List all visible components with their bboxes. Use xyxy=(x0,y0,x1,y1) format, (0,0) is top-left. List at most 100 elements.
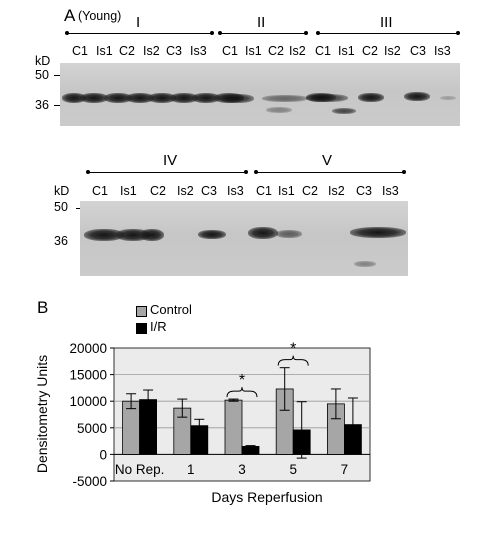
blot-band xyxy=(440,96,456,100)
group-line-ii-end xyxy=(304,31,308,35)
blot-band xyxy=(84,229,124,241)
panel-a-sublabel: (Young) xyxy=(78,9,122,23)
western-blot-row-1 xyxy=(60,63,460,126)
panel-b-label: B xyxy=(37,298,49,317)
blot-band xyxy=(354,261,376,267)
kd-label: kD xyxy=(54,184,70,198)
lane-label: C1 xyxy=(92,184,108,198)
blot-band xyxy=(248,227,278,239)
lane-label: C3 xyxy=(356,184,372,198)
significance-asterisk: * xyxy=(239,372,245,389)
blot-band xyxy=(276,230,302,238)
lane-label: Is1 xyxy=(245,44,262,58)
lane-label: C1 xyxy=(315,44,331,58)
blot-band xyxy=(220,94,254,103)
lane-label: Is1 xyxy=(120,184,137,198)
lane-label: C3 xyxy=(410,44,426,58)
lane-label: Is2 xyxy=(384,44,401,58)
group-line-ii xyxy=(220,33,306,34)
lane-label: C2 xyxy=(362,44,378,58)
lane-label: C1 xyxy=(256,184,272,198)
western-blot-row-2 xyxy=(80,201,408,276)
group-line-iii xyxy=(318,33,458,34)
blot-band xyxy=(350,227,406,238)
blot-band xyxy=(170,93,198,103)
group-line-v-end xyxy=(402,170,406,174)
group-line-iii-end xyxy=(456,31,460,35)
marker-36-tick xyxy=(54,105,60,106)
lane-label: C2 xyxy=(119,44,135,58)
x-axis-title: Days Reperfusion xyxy=(211,489,322,505)
marker-50-label: 50 xyxy=(35,68,49,82)
lane-label: Is2 xyxy=(328,184,345,198)
group-label-i: I xyxy=(136,14,141,31)
group-line-iv-start xyxy=(86,170,90,174)
group-line-iii-start xyxy=(316,31,320,35)
blot-band xyxy=(192,93,220,103)
group-label-iii: III xyxy=(380,14,393,31)
blot-band xyxy=(62,93,86,103)
blot-band xyxy=(126,93,154,103)
y-axis-title: Densitometry Units xyxy=(34,355,50,473)
lane-label: Is1 xyxy=(338,44,355,58)
group-line-v-start xyxy=(254,170,258,174)
group-label-iv: IV xyxy=(163,152,178,169)
lane-label: C2 xyxy=(150,184,166,198)
blot-band xyxy=(104,93,132,103)
bar-control xyxy=(122,400,140,455)
bar-control xyxy=(224,399,243,455)
group-line-i-end xyxy=(210,31,214,35)
x-tick-label: 3 xyxy=(238,462,246,477)
lane-label: Is3 xyxy=(382,184,399,198)
lane-label: C3 xyxy=(166,44,182,58)
lane-label: C1 xyxy=(72,44,88,58)
group-line-ii-start xyxy=(218,31,222,35)
group-line-i-start xyxy=(65,31,69,35)
legend-label-ir: I/R xyxy=(150,319,167,334)
group-label-ii: II xyxy=(257,14,266,31)
legend-swatch-control xyxy=(136,306,147,317)
blot-band xyxy=(358,93,384,102)
lane-label: Is3 xyxy=(227,184,244,198)
lane-label: C3 xyxy=(201,184,217,198)
lane-label: Is1 xyxy=(96,44,113,58)
legend-label-control: Control xyxy=(150,302,192,317)
group-line-iv-end xyxy=(244,170,248,174)
lane-label: Is2 xyxy=(177,184,194,198)
blot-band xyxy=(148,93,176,103)
lane-label: C2 xyxy=(302,184,318,198)
x-tick-label: 7 xyxy=(341,462,349,477)
y-tick-label: 10000 xyxy=(69,394,107,409)
marker-36-label: 36 xyxy=(35,98,49,112)
x-tick-label: No Rep. xyxy=(115,462,165,477)
group-line-i xyxy=(67,33,212,34)
blot-band xyxy=(198,230,226,239)
marker-36-label: 36 xyxy=(54,234,68,248)
group-line-iv xyxy=(88,172,246,173)
significance-asterisk: * xyxy=(290,341,296,358)
marker-50-label: 50 xyxy=(54,200,68,214)
y-tick-label: 5000 xyxy=(77,421,107,436)
lane-label: C1 xyxy=(222,44,238,58)
blot-band xyxy=(80,93,108,103)
y-tick-label: 0 xyxy=(99,447,107,462)
blot-band xyxy=(332,108,356,114)
blot-band xyxy=(404,92,430,101)
x-tick-label: 5 xyxy=(289,462,297,477)
x-tick-label: 1 xyxy=(187,462,195,477)
chart-legend: Control I/R xyxy=(128,302,208,338)
y-tick-label: -5000 xyxy=(72,474,107,489)
y-tick-label: 20000 xyxy=(69,341,107,356)
blot-band xyxy=(140,229,164,241)
lane-label: Is2 xyxy=(289,44,306,58)
lane-label: Is1 xyxy=(278,184,295,198)
lane-label: Is2 xyxy=(143,44,160,58)
legend-swatch-ir xyxy=(136,323,147,334)
blot-band xyxy=(306,93,336,102)
significance-bracket xyxy=(277,355,309,366)
group-line-v xyxy=(256,172,404,173)
group-label-v: V xyxy=(322,152,333,169)
blot-band xyxy=(262,95,308,102)
blot-band xyxy=(266,107,292,113)
